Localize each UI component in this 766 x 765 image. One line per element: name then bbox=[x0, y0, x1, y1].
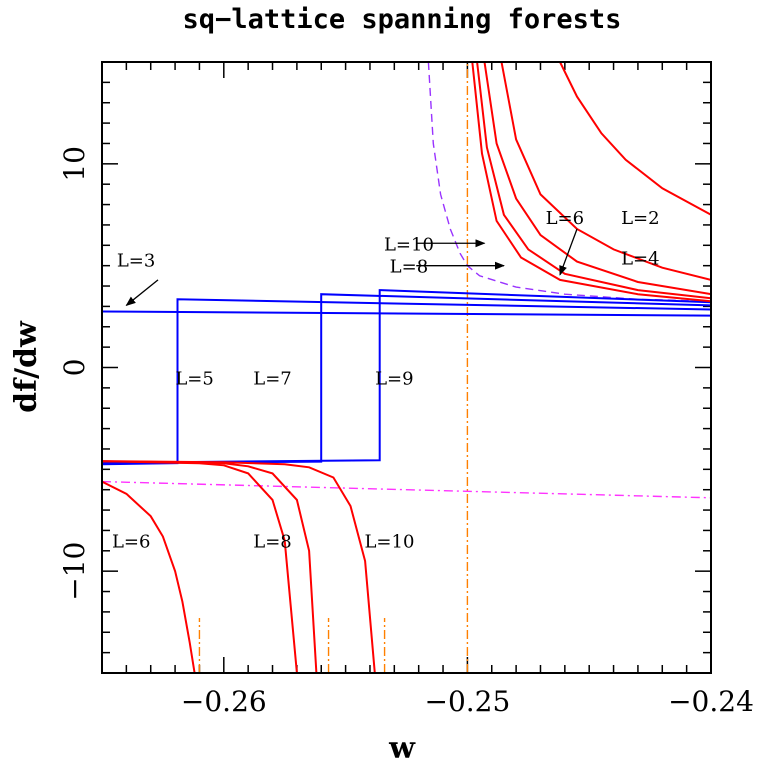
even-L-curve-lower bbox=[102, 460, 318, 673]
even-L-curve-upper bbox=[476, 62, 711, 300]
y-axis-label: df/dw bbox=[9, 320, 44, 413]
data-series bbox=[102, 62, 711, 673]
curve-label: L=6 bbox=[112, 532, 151, 553]
curve-label: L=2 bbox=[621, 208, 660, 229]
odd-L-curve bbox=[102, 289, 711, 464]
even-L-curve-lower bbox=[102, 460, 298, 673]
annotation-arrow bbox=[559, 228, 578, 276]
y-tick-label: −10 bbox=[58, 542, 91, 601]
curve-label: L=5 bbox=[175, 369, 214, 390]
curve-label: L=10 bbox=[364, 532, 414, 553]
even-L-curve-upper bbox=[471, 62, 711, 303]
x-tick-label: −0.26 bbox=[181, 685, 267, 718]
curve-label: L=6 bbox=[546, 208, 585, 229]
curve-labels: L=2L=4L=6L=10L=8L=3L=5 L=7 L=9L=6 L=8 L=10 bbox=[112, 208, 660, 553]
annotation-arrow bbox=[125, 279, 159, 307]
x-axis-label: w bbox=[388, 731, 416, 765]
curve-label: L=4 bbox=[621, 249, 660, 270]
even-L-curve-upper bbox=[500, 62, 711, 281]
x-tick-label: −0.24 bbox=[668, 685, 754, 718]
x-tick-label: −0.25 bbox=[424, 685, 510, 718]
curve-label: L=10 bbox=[384, 234, 434, 255]
even-L-curve-lower bbox=[102, 460, 376, 673]
curve-label: L=3 bbox=[117, 251, 156, 272]
curve-label: L=8 bbox=[390, 257, 429, 278]
odd-L-curve bbox=[102, 310, 711, 317]
even-L-curve-upper bbox=[483, 62, 711, 296]
dashdot-curve bbox=[102, 480, 711, 499]
chart-title: sq−lattice spanning forests bbox=[183, 4, 622, 35]
even-L-curve-upper bbox=[559, 62, 711, 216]
curve-label: L=7 bbox=[253, 369, 292, 390]
curve-label: L=8 bbox=[253, 532, 292, 553]
annotation-arrows bbox=[125, 228, 578, 307]
axis-ticks bbox=[101, 61, 712, 674]
curve-label: L=9 bbox=[375, 369, 414, 390]
plot-frame bbox=[101, 61, 712, 674]
y-tick-label: 0 bbox=[58, 359, 91, 377]
even-L-curve-lower bbox=[102, 480, 196, 673]
y-tick-label: 10 bbox=[58, 146, 91, 182]
axis-tick-labels: −0.26 −0.25 −0.24 −10 0 10 bbox=[58, 146, 754, 718]
